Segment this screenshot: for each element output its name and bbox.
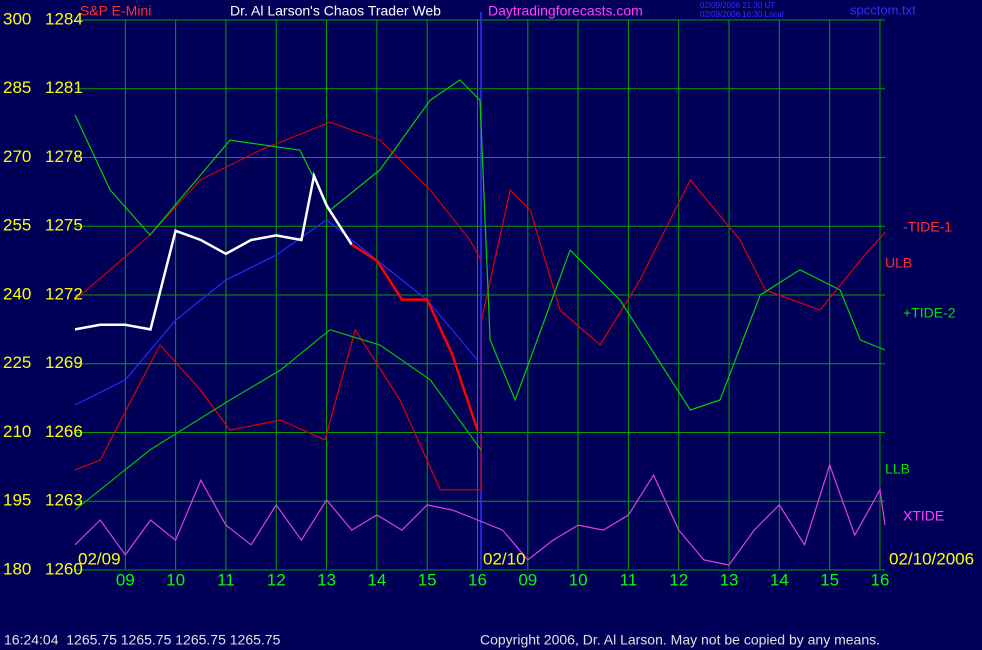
y2-tick-label: 1269	[45, 353, 83, 372]
date-label: 02/10	[483, 549, 526, 568]
y2-tick-label: 1278	[45, 147, 83, 166]
x-tick-label: 09	[116, 570, 135, 589]
series-line	[74, 121, 482, 301]
x-tick-label: 10	[569, 570, 588, 589]
timestamp: 02/09/2006 21:30 UT	[700, 1, 775, 10]
y2-tick-label: 1263	[45, 491, 83, 510]
series-line	[74, 178, 886, 491]
y-tick-label: 180	[3, 559, 31, 578]
series-line	[74, 79, 886, 411]
series-line	[74, 171, 353, 331]
y-tick-label: 270	[3, 147, 31, 166]
legend-label: +TIDE-2	[903, 305, 956, 321]
date-label: 02/09	[78, 549, 121, 568]
y-tick-label: 300	[3, 9, 31, 28]
x-tick-label: 11	[620, 570, 638, 589]
legend-label: -TIDE-1	[903, 219, 952, 235]
x-tick-label: 14	[367, 570, 386, 589]
y-tick-label: 255	[3, 216, 31, 235]
chart-title: Dr. Al Larson's Chaos Trader Web	[230, 3, 441, 19]
file-name: spcctom.txt	[850, 2, 916, 17]
legend-label: ULB	[885, 255, 912, 271]
series-line	[74, 219, 478, 406]
y-tick-label: 285	[3, 78, 31, 97]
x-tick-label: 16	[871, 570, 890, 589]
plot-lines	[74, 79, 886, 566]
y2-tick-label: 1266	[45, 422, 83, 441]
instrument: S&P E-Mini	[80, 3, 151, 19]
series-line	[351, 243, 479, 431]
grid	[75, 19, 885, 571]
y-tick-label: 195	[3, 491, 31, 510]
y2-tick-label: 1272	[45, 284, 83, 303]
y-tick-label: 210	[3, 422, 31, 441]
x-tick-label: 13	[317, 570, 336, 589]
y-tick-label: 240	[3, 284, 31, 303]
legend-label: XTIDE	[903, 508, 944, 524]
legend-label: LLB	[885, 461, 910, 477]
y2-tick-label: 1275	[45, 216, 83, 235]
website: Daytradingforecasts.com	[488, 3, 643, 19]
copyright: Copyright 2006, Dr. Al Larson. May not b…	[480, 632, 880, 648]
x-tick-label: 12	[669, 570, 688, 589]
x-tick-label: 16	[468, 570, 487, 589]
status: 16:24:04 1265.75 1265.75 1265.75 1265.75	[4, 632, 281, 648]
x-tick-label: 15	[418, 570, 437, 589]
x-tick-label: 10	[166, 570, 185, 589]
series-line	[74, 463, 886, 566]
y2-tick-label: 1284	[45, 9, 83, 28]
x-tick-label: 15	[820, 570, 839, 589]
date-label: 02/10/2006	[889, 549, 974, 568]
timestamp: 02/09/2006 16:30 Local	[700, 10, 784, 19]
y2-tick-label: 1260	[45, 559, 83, 578]
series-line	[74, 329, 482, 511]
x-tick-label: 13	[720, 570, 739, 589]
y2-tick-label: 1281	[45, 78, 83, 97]
y-tick-label: 225	[3, 353, 31, 372]
x-tick-label: 11	[217, 570, 235, 589]
x-tick-label: 09	[518, 570, 537, 589]
x-tick-label: 12	[267, 570, 286, 589]
x-tick-label: 14	[770, 570, 789, 589]
